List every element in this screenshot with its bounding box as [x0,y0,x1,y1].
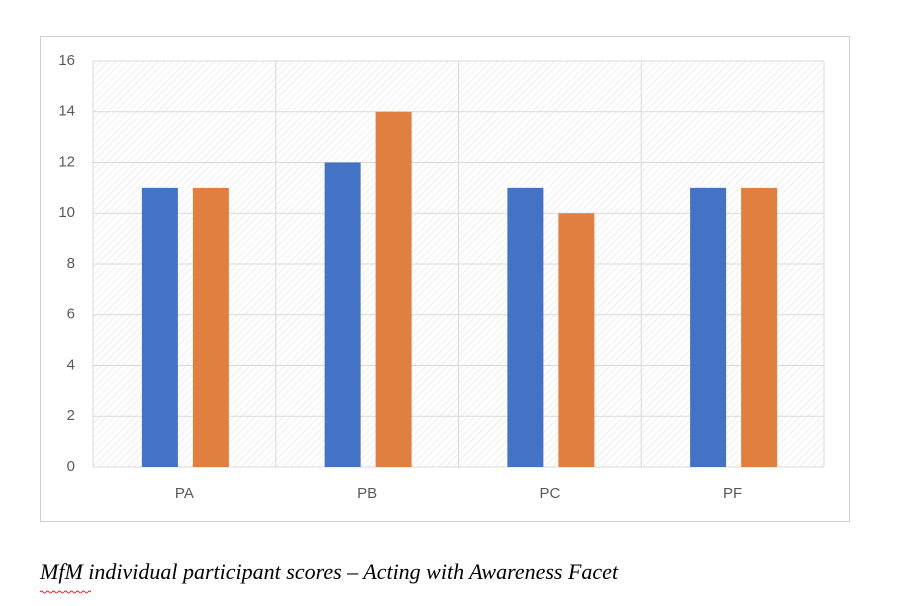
bar [375,111,412,467]
y-tick-label: 4 [67,356,75,373]
y-tick-label: 8 [67,255,75,272]
y-tick-label: 14 [58,103,75,120]
bar [558,213,595,467]
spellcheck-underline [39,590,92,594]
x-tick-label: PB [357,485,377,502]
x-tick-label: PA [175,485,194,502]
bar [690,187,727,467]
bar [324,162,361,467]
bar [141,187,178,467]
y-tick-label: 10 [58,204,75,221]
x-tick-label: PF [723,485,742,502]
bar [507,187,544,467]
y-tick-label: 16 [58,52,75,69]
chart-title: MfM individual participant scores – Acti… [39,559,619,584]
x-tick-label: PC [539,485,560,502]
y-tick-label: 6 [67,306,75,323]
y-tick-label: 12 [58,153,75,170]
y-tick-label: 0 [67,458,75,475]
bar [192,187,229,467]
bar [741,187,778,467]
y-tick-label: 2 [67,407,75,424]
